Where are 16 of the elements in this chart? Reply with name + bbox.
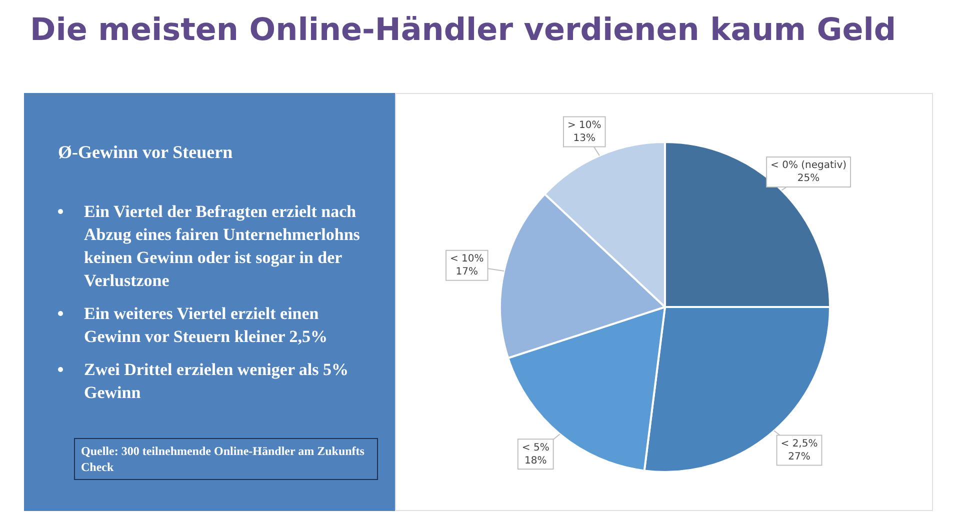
chart-title: Die meisten Online-Händler verdienen kaum Geld [30,12,896,48]
slice-label: < 0% (negativ) [770,160,847,172]
source-note: Quelle: 300 teilnehmende Online-Händler am Zukunfts Check [74,438,378,480]
slice-label: < 5% [522,442,550,454]
text: Ø-Gewinn vor Steuern [58,142,233,163]
slice-label: > 10% [567,120,602,131]
slice-label: < 10% [450,253,484,264]
slice-label: < 2,5% [780,438,818,450]
text: Ein Viertel der Befragten erzielt nach Abzug eines fairen Unternehmerlohns keinen Gewinn oder ist sogar in der Verlustzone [84,201,361,292]
data-label: 17% [456,266,478,278]
data-label: 27% [788,451,810,462]
text: Ein weiteres Viertel erzielt einen Gewinn vor Steuern kleiner 2,5% [84,303,329,348]
data-label: 13% [573,132,596,144]
text: Zwei Drittel erzielen weniger als 5% Gewinn [84,359,350,404]
data-label: 25% [797,173,820,184]
data-label: 18% [524,455,547,466]
